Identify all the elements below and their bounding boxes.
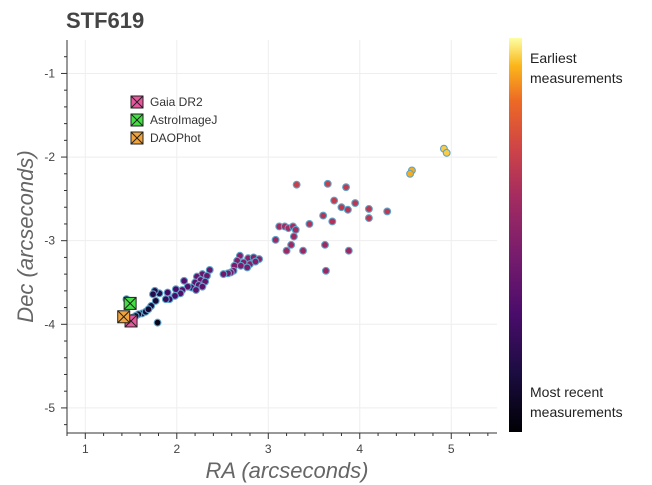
legend-marker-gaia-dr2-cross: [130, 95, 144, 109]
y-tick-label: -2: [44, 150, 55, 164]
colorbar-top-label-line2: measurements: [530, 70, 623, 86]
marker-gaia-dr2-cross: [124, 314, 138, 328]
colorbar: [509, 38, 522, 432]
colorbar-top-label-line1: Earliest: [530, 50, 577, 66]
measurement-point: [351, 199, 360, 208]
measurement-point: [163, 288, 172, 297]
measurement-point: [144, 305, 153, 314]
chart-title: STF619: [66, 8, 145, 33]
legend-marker-daophot-cross: [130, 131, 144, 145]
measurement-point: [149, 290, 157, 299]
y-tick-label: -3: [44, 234, 55, 248]
measurement-point: [344, 246, 353, 255]
legend-label-astroimagej: AstroImageJ: [150, 113, 217, 127]
measurement-point: [192, 286, 200, 294]
legend-marker-astroimagej-cross: [130, 113, 144, 127]
measurement-point: [282, 246, 291, 255]
legend-label-gaia-dr2: Gaia DR2: [150, 95, 203, 109]
colorbar-top-label: Earliest measurements: [530, 48, 623, 88]
x-tick-label: 4: [356, 442, 363, 456]
measurement-point: [364, 214, 373, 223]
measurement-point: [219, 270, 228, 279]
y-tick-label: -1: [44, 66, 55, 80]
measurement-point: [319, 211, 328, 220]
measurement-point: [337, 203, 346, 212]
x-tick-label: 3: [265, 442, 272, 456]
measurement-point: [406, 169, 415, 178]
x-tick-label: 5: [448, 442, 455, 456]
colorbar-bottom-label: Most recent measurements: [530, 382, 623, 422]
colorbar-bottom-label-line2: measurements: [530, 404, 623, 420]
measurement-point: [151, 296, 160, 305]
x-tick-label: 1: [82, 442, 89, 456]
legend-label-daophot: DAOPhot: [150, 131, 201, 145]
measurement-point: [153, 318, 162, 327]
y-tick-label: -4: [44, 317, 55, 331]
measurement-point: [383, 207, 392, 216]
colorbar-bottom-label-line1: Most recent: [530, 384, 604, 400]
measurement-point: [321, 266, 330, 275]
measurement-point: [271, 235, 280, 244]
measurement-point: [328, 217, 337, 226]
measurement-point: [198, 282, 207, 291]
marker-astroimagej-cross: [123, 297, 137, 310]
measurement-point: [289, 232, 298, 241]
measurement-point: [343, 205, 352, 214]
measurement-point: [305, 220, 314, 228]
y-tick-label: -5: [44, 401, 55, 415]
measurement-point: [342, 183, 350, 192]
measurement-point: [171, 285, 180, 294]
x-tick-label: 2: [173, 442, 180, 456]
measurement-point: [330, 196, 339, 205]
measurement-point: [364, 204, 373, 213]
measurement-point: [442, 148, 451, 157]
measurement-point: [291, 225, 300, 234]
measurement-point: [251, 257, 260, 266]
measurement-point: [243, 263, 252, 272]
measurement-point: [287, 240, 296, 249]
measurement-point: [161, 295, 170, 304]
measurement-point: [323, 179, 332, 188]
measurement-point: [180, 276, 189, 285]
measurement-point: [292, 180, 301, 189]
measurement-point: [299, 246, 307, 255]
measurement-point: [236, 261, 245, 270]
x-axis-label: RA (arcseconds): [205, 458, 368, 483]
y-axis-label: Dec (arcseconds): [13, 150, 38, 322]
measurement-point: [321, 240, 329, 249]
marker-daophot-cross: [117, 310, 131, 324]
